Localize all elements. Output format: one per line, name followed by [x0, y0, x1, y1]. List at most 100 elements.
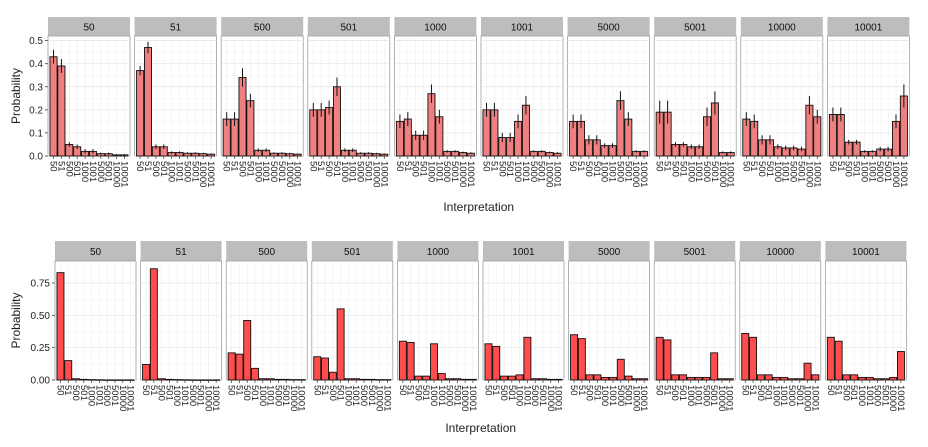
x-tick-label: 5001: [796, 161, 807, 182]
x-tick-label: 10000: [802, 385, 813, 411]
x-tick-label: 501: [506, 385, 517, 401]
x-tick-label: 1000: [339, 161, 350, 182]
bar: [663, 339, 672, 381]
y-tick-label: 0.5: [29, 36, 43, 47]
x-tick-label: 5001: [882, 161, 893, 182]
x-tick-label: 1001: [693, 385, 704, 406]
x-tick-label: 10000: [717, 161, 728, 187]
bar: [523, 336, 532, 381]
x-tick-label: 5000: [615, 385, 626, 406]
facet-strip: [140, 241, 222, 261]
x-tick-label: 5001: [363, 161, 374, 182]
bar: [453, 378, 462, 381]
x-tick-label: 500: [843, 161, 854, 177]
bar: [422, 375, 431, 381]
x-tick-label: 5001: [536, 161, 547, 182]
x-tick-label: 1000: [858, 161, 869, 182]
bar: [56, 272, 65, 381]
x-tick-label: 501: [591, 385, 602, 401]
x-tick-label: 501: [591, 161, 602, 177]
facet-strip: [567, 17, 650, 36]
bar: [624, 375, 633, 381]
bar: [274, 378, 283, 381]
y-tick-label: 0.3: [29, 82, 43, 93]
bar: [881, 378, 890, 381]
x-tick-label: 10000: [202, 385, 213, 411]
x-tick-label: 500: [755, 385, 766, 401]
bar: [834, 340, 843, 381]
bar: [803, 362, 812, 381]
bar: [136, 70, 145, 157]
bar: [79, 378, 88, 381]
bar: [826, 336, 835, 381]
facet-strip: [483, 241, 564, 261]
facet-label: 5000: [598, 247, 621, 258]
bar: [227, 352, 236, 381]
x-tick-label: 51: [576, 385, 587, 396]
x-tick-label: 1000: [685, 161, 696, 182]
x-tick-label: 51: [835, 161, 846, 172]
x-tick-label: 5001: [189, 161, 200, 182]
x-tick-label: 10001: [292, 161, 303, 187]
bar: [764, 374, 773, 381]
x-tick-label: 501: [331, 161, 342, 177]
x-tick-label: 501: [420, 385, 431, 401]
y-tick-label: 0.75: [31, 278, 51, 289]
x-tick-label: 501: [158, 161, 169, 177]
x-tick-label: 5001: [103, 161, 114, 182]
facet-strip: [394, 17, 477, 36]
bar: [157, 378, 166, 381]
x-tick-label: 500: [150, 161, 161, 177]
facet-label: 5001: [684, 247, 707, 258]
x-tick-label: 51: [402, 161, 413, 172]
x-tick-label: 1000: [599, 385, 610, 406]
bar: [873, 378, 882, 381]
x-tick-label: 5000: [187, 385, 198, 406]
bar: [165, 378, 174, 381]
facet-strip: [568, 241, 650, 261]
bar: [325, 107, 334, 157]
facet-strip: [55, 241, 136, 261]
x-tick-label: 500: [669, 385, 680, 401]
x-tick-label: 1000: [166, 161, 177, 182]
bar: [725, 378, 734, 381]
x-tick-label: 1001: [866, 161, 877, 182]
x-tick-label: 5000: [358, 385, 369, 406]
y-axis-title: Probability: [9, 68, 23, 124]
facet-label: 5001: [684, 23, 707, 34]
x-tick-label: 10001: [898, 161, 909, 187]
bar: [492, 345, 501, 381]
x-tick-label: 1000: [685, 385, 696, 406]
x-tick-label: 50: [140, 385, 151, 396]
x-tick-label: 5000: [614, 161, 625, 182]
x-tick-label: 500: [70, 385, 81, 401]
bar: [889, 376, 898, 381]
bar: [601, 376, 610, 381]
bar: [679, 374, 687, 381]
bar: [468, 378, 477, 381]
bar: [780, 376, 789, 381]
x-tick-label: 500: [327, 385, 338, 401]
x-tick-label: 500: [236, 161, 247, 177]
facet-strip: [481, 17, 563, 36]
x-tick-label: 50: [394, 161, 405, 172]
facet-label: 5000: [597, 23, 620, 34]
x-tick-label: 5000: [355, 161, 366, 182]
x-tick-label: 10000: [545, 385, 556, 411]
bar: [344, 378, 353, 381]
x-tick-label: 10000: [803, 161, 814, 187]
x-tick-label: 10001: [725, 161, 736, 187]
x-tick-label: 5001: [623, 385, 634, 406]
bar: [437, 373, 446, 381]
x-tick-label: 10000: [716, 385, 727, 411]
x-tick-label: 501: [335, 385, 346, 401]
x-tick-label: 51: [148, 385, 159, 396]
x-tick-label: 501: [848, 385, 859, 401]
facet-label: 501: [344, 247, 361, 258]
x-tick-label: 50: [482, 385, 493, 396]
x-tick-label: 1001: [174, 161, 185, 182]
bar: [246, 100, 255, 157]
x-tick-label: 10001: [811, 161, 822, 187]
x-tick-label: 500: [840, 385, 851, 401]
x-tick-label: 10001: [809, 385, 820, 411]
